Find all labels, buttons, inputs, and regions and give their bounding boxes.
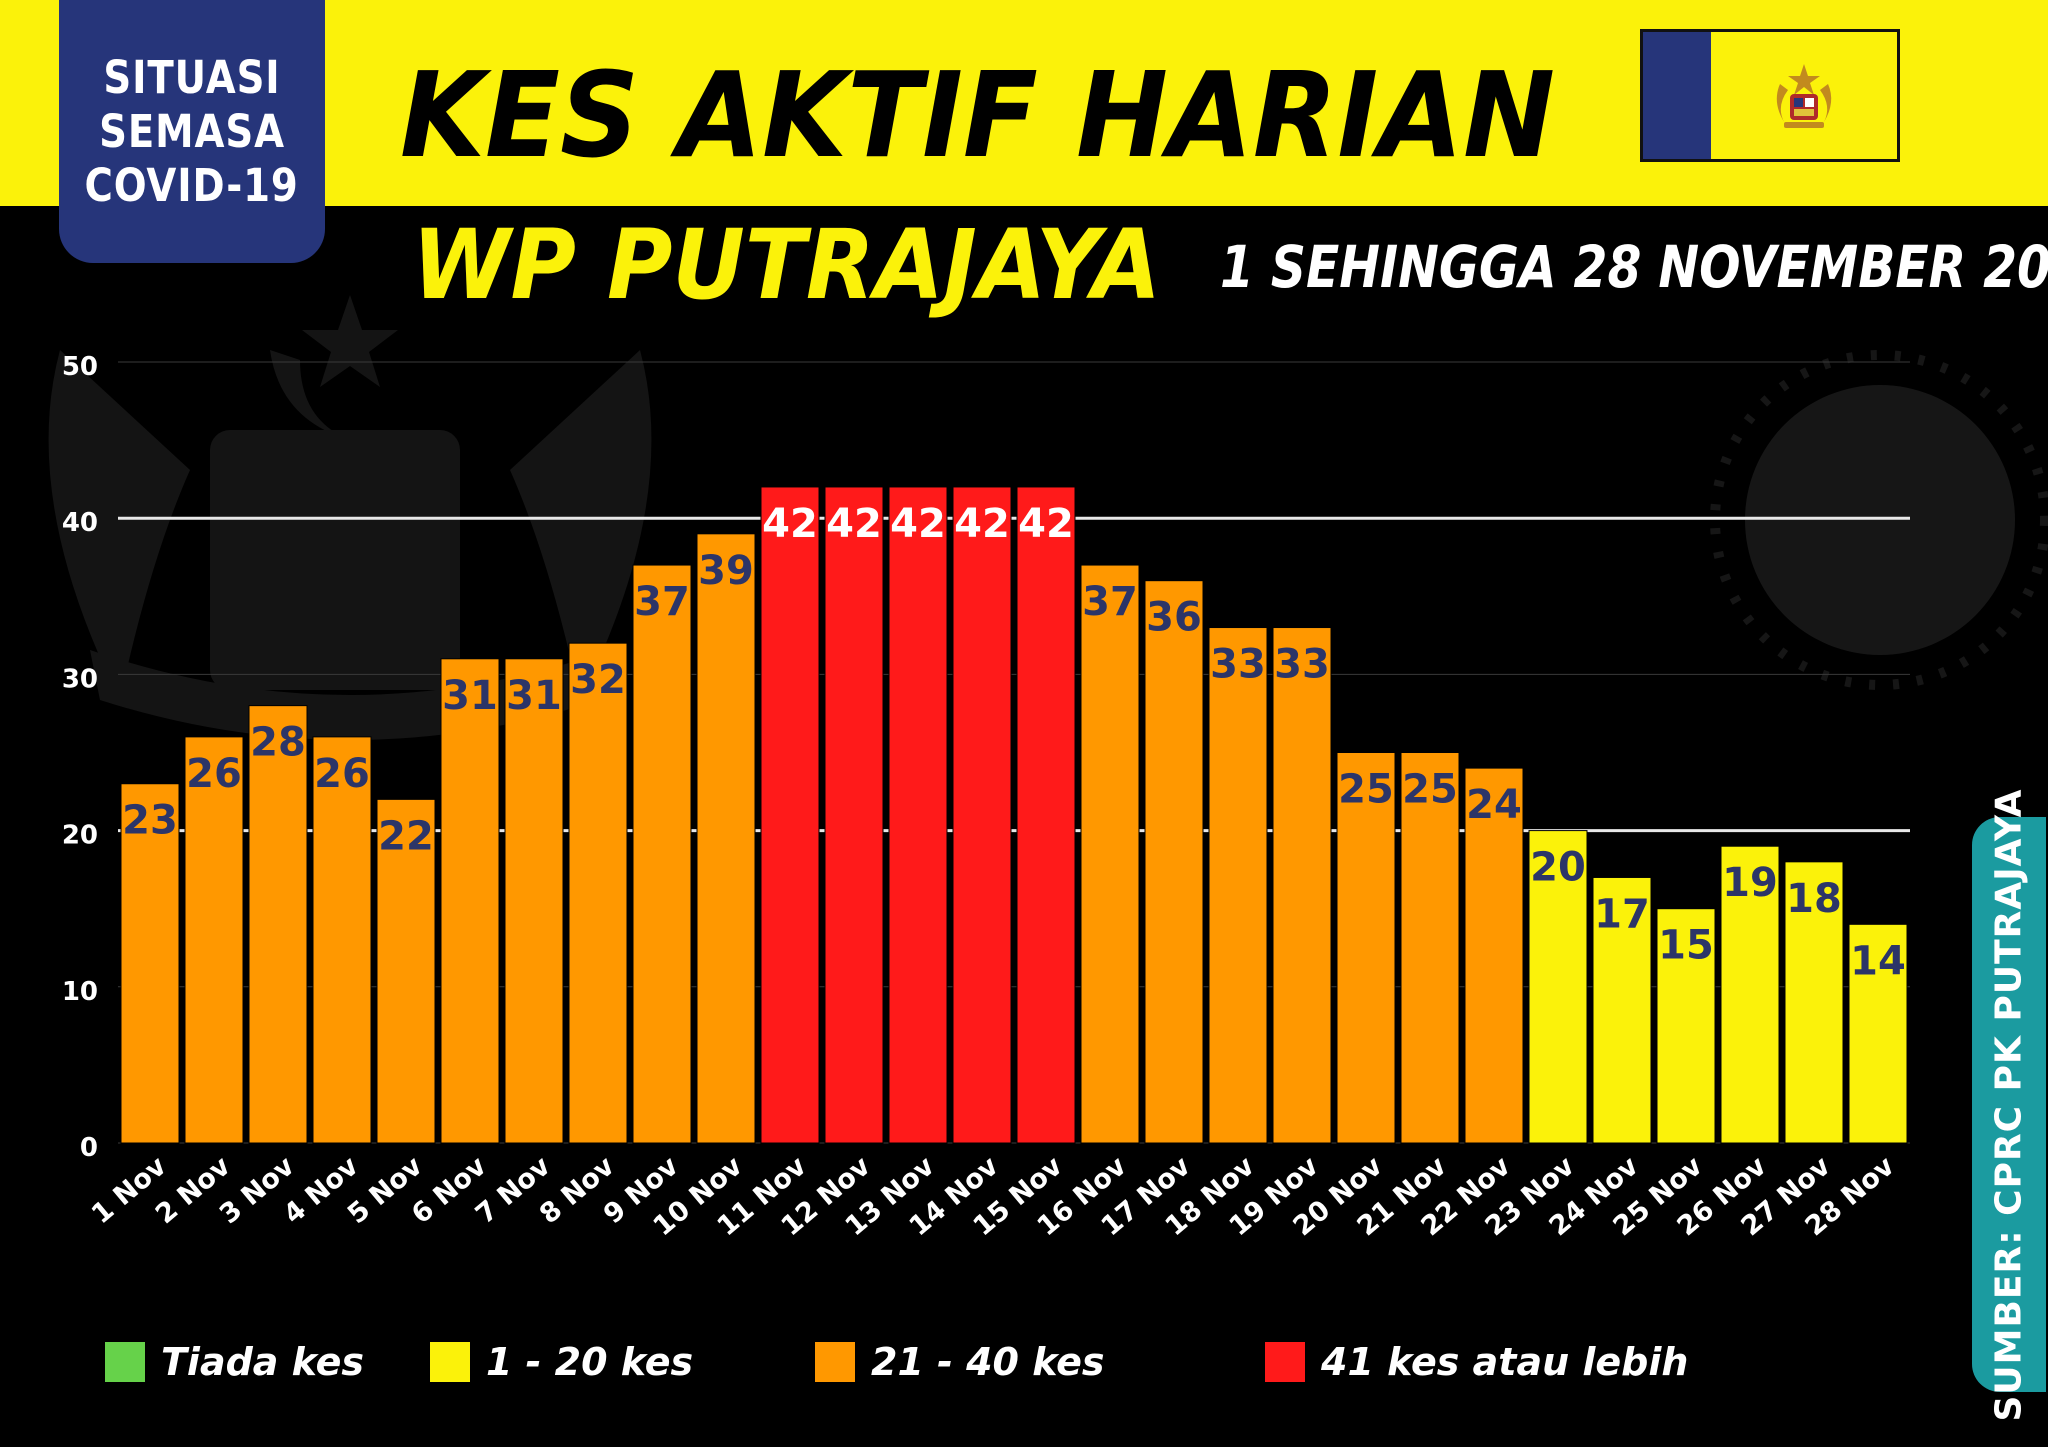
bar-value-label: 22	[378, 813, 434, 859]
bar-value-label: 37	[1082, 579, 1138, 625]
date-range: 1 SEHINGGA 28 NOVEMBER 2020	[1220, 233, 2048, 301]
bar	[888, 486, 948, 1144]
page-title: KES AKTIF HARIAN	[400, 46, 1555, 184]
bar-value-label: 42	[1018, 501, 1074, 547]
legend-swatch	[430, 1342, 470, 1382]
bar-value-label: 26	[186, 751, 242, 797]
legend-label: 1 - 20 kes	[486, 1340, 694, 1384]
bar	[504, 658, 564, 1144]
bar-value-label: 31	[506, 673, 562, 719]
legend-item: 41 kes atau lebih	[1265, 1340, 1688, 1384]
bar	[632, 564, 692, 1144]
bar	[1784, 861, 1844, 1144]
bar	[1080, 564, 1140, 1144]
flag-blue-stripe	[1643, 32, 1711, 159]
bar-value-label: 28	[250, 720, 306, 766]
background-virus-icon	[1710, 350, 2048, 690]
source-label: SUMBER: CPRC PK PUTRAJAYA	[1988, 787, 2030, 1422]
bar-value-label: 37	[634, 579, 690, 625]
bar	[1208, 627, 1268, 1144]
bar-value-label: 33	[1274, 642, 1330, 688]
bar	[248, 705, 308, 1144]
y-tick-label: 50	[62, 352, 98, 382]
bar	[184, 736, 244, 1144]
covid-badge: SITUASI SEMASA COVID-19	[59, 0, 325, 263]
bar-value-label: 24	[1466, 782, 1522, 828]
chart-legend: Tiada kes 1 - 20 kes 21 - 40 kes 41 kes ata…	[0, 1340, 1960, 1400]
bar	[824, 486, 884, 1144]
bar	[1144, 580, 1204, 1144]
bar-value-label: 42	[826, 501, 882, 547]
y-axis: 0 10 20 30 40 50	[62, 352, 98, 1163]
bar	[1656, 908, 1716, 1144]
bar-value-label: 33	[1210, 642, 1266, 688]
bar-value-label: 17	[1594, 891, 1650, 937]
legend-swatch	[815, 1342, 855, 1382]
bar	[1720, 845, 1780, 1144]
y-tick-label: 30	[62, 664, 98, 694]
badge-line: COVID-19	[84, 158, 300, 212]
bar-value-label: 23	[122, 798, 178, 844]
bar-value-label: 42	[890, 501, 946, 547]
legend-label: 21 - 40 kes	[871, 1340, 1105, 1384]
bar	[1848, 923, 1908, 1144]
bar-value-label: 15	[1658, 923, 1714, 969]
bar	[1592, 876, 1652, 1144]
bar-value-label: 31	[442, 673, 498, 719]
legend-item: Tiada kes	[105, 1340, 364, 1384]
legend-item: 21 - 40 kes	[815, 1340, 1105, 1384]
legend-swatch	[105, 1342, 145, 1382]
bar-value-label: 36	[1146, 595, 1202, 641]
bar	[952, 486, 1012, 1144]
putrajaya-flag	[1640, 29, 1900, 162]
bar	[696, 533, 756, 1144]
y-tick-label: 10	[62, 977, 98, 1007]
bar	[568, 642, 628, 1144]
legend-item: 1 - 20 kes	[430, 1340, 693, 1384]
bar-value-label: 39	[698, 548, 754, 594]
bar-value-label: 42	[954, 501, 1010, 547]
y-tick-label: 0	[80, 1133, 98, 1163]
bar	[1016, 486, 1076, 1144]
legend-swatch	[1265, 1342, 1305, 1382]
legend-label: 41 kes atau lebih	[1321, 1340, 1689, 1384]
background-emblem-icon	[48, 295, 652, 740]
bar-value-label: 42	[762, 501, 818, 547]
bar-value-label: 20	[1530, 845, 1586, 891]
bar	[376, 798, 436, 1144]
y-tick-label: 20	[62, 821, 98, 851]
bar-value-label: 19	[1722, 860, 1778, 906]
bar	[1528, 830, 1588, 1144]
bar	[1400, 752, 1460, 1144]
bar	[1464, 767, 1524, 1144]
page-subtitle: WP PUTRAJAYA	[412, 209, 1161, 321]
bar-value-label: 26	[314, 751, 370, 797]
bar-value-label: 14	[1850, 938, 1906, 984]
y-tick-label: 40	[62, 508, 98, 538]
bar	[440, 658, 500, 1144]
coat-of-arms-icon	[1776, 63, 1832, 128]
source-tab: SUMBER: CPRC PK PUTRAJAYA	[1972, 788, 2046, 1421]
bar	[1272, 627, 1332, 1144]
bar-value-label: 25	[1402, 767, 1458, 813]
bar	[120, 783, 180, 1144]
bar-value-label: 18	[1786, 876, 1842, 922]
bar-value-label: 25	[1338, 767, 1394, 813]
chart-bars	[120, 486, 1908, 1144]
bar	[312, 736, 372, 1144]
bar	[1336, 752, 1396, 1144]
bar	[760, 486, 820, 1144]
badge-line: SEMASA	[99, 104, 285, 158]
bar-value-label: 32	[570, 657, 626, 703]
badge-line: SITUASI	[103, 50, 281, 104]
legend-label: Tiada kes	[161, 1340, 364, 1384]
flag-yellow-field	[1711, 32, 1897, 159]
